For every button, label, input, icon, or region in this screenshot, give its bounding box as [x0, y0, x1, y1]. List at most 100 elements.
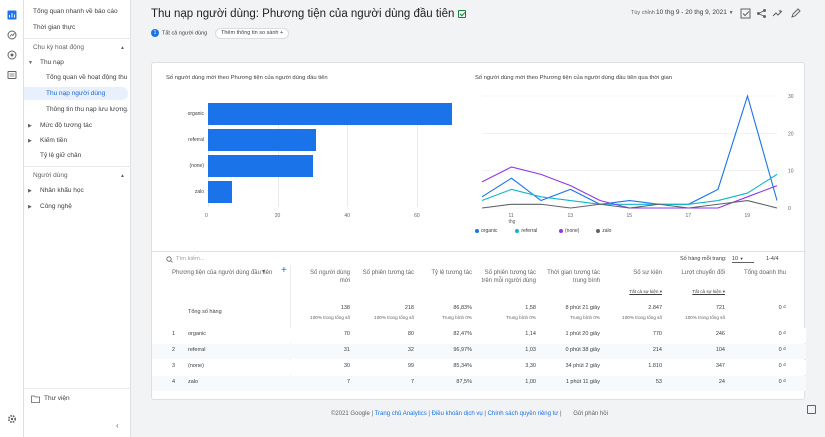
chevron-up-icon[interactable]: ▲	[120, 45, 125, 51]
legend-dot	[559, 228, 563, 233]
explore-icon[interactable]	[7, 30, 17, 40]
cell-value: 770	[652, 331, 662, 337]
total-value: 1,58	[525, 305, 536, 311]
table-row[interactable]	[152, 328, 806, 343]
settings-icon[interactable]	[7, 414, 17, 424]
bar-none[interactable]	[208, 155, 313, 177]
caret-right-icon[interactable]: ▶	[28, 123, 32, 129]
cell-value: 0 phút 38 giây	[565, 347, 600, 353]
nav-library[interactable]: Thư viện	[44, 395, 70, 402]
customize-report-icon[interactable]	[740, 8, 751, 19]
row-dimension-value[interactable]: organic	[188, 331, 207, 337]
comparison-label: Tất cả người dùng	[162, 30, 208, 37]
dimension-column-header[interactable]: Phương tiện của người dùng đầu tiên	[172, 270, 273, 276]
legend-item[interactable]: referral	[515, 228, 537, 234]
footer-link-analytics-home[interactable]: Trang chủ Analytics	[374, 411, 427, 417]
nav-user-acquisition[interactable]: Thu nạp người dùng	[46, 90, 106, 97]
column-event-filter[interactable]: Tất cả sự kiện ▾	[692, 289, 725, 294]
nav-realtime[interactable]: Thời gian thực	[33, 24, 76, 31]
nav-acquisition[interactable]: Thu nạp	[40, 59, 64, 66]
caret-down-icon[interactable]: ▼	[28, 60, 33, 66]
comparison-chip[interactable]: 1 Tất cả người dùng	[151, 29, 207, 37]
cell-value: 1 phút 20 giây	[565, 331, 600, 337]
caret-down-icon[interactable]: ▾	[262, 269, 266, 275]
column-header[interactable]: Tỷ lệ tương tác	[431, 270, 472, 276]
column-event-filter[interactable]: Tất cả sự kiện ▾	[629, 289, 662, 294]
footer-link-privacy[interactable]: Chính sách quyền riêng tư	[487, 411, 559, 417]
footer-link-terms[interactable]: Điều khoản dịch vụ	[431, 411, 483, 417]
caret-right-icon[interactable]: ▶	[28, 204, 32, 210]
add-comparison-button[interactable]: Thêm thông tin so sánh +	[215, 28, 290, 39]
cell-value: 24	[718, 379, 725, 385]
legend-item[interactable]: zalo	[596, 228, 611, 234]
cell-value: 32	[407, 347, 414, 353]
row-dimension-value[interactable]: zalo	[188, 379, 199, 385]
nav-engagement[interactable]: Mức độ tương tác	[40, 122, 92, 129]
column-header[interactable]: Số sự kiện	[633, 270, 662, 276]
nav-section-lifecycle[interactable]: Chu kỳ hoạt động	[33, 44, 84, 51]
add-comparison-label: Thêm thông tin so sánh	[221, 30, 279, 36]
column-header[interactable]: Tổng doanh thu	[743, 270, 786, 276]
line-series-organic[interactable]	[481, 94, 778, 205]
rows-per-page-select[interactable]: 10 ▼	[732, 256, 754, 263]
edit-pencil-icon[interactable]	[790, 8, 801, 19]
nav-acquisition-overview[interactable]: Tổng quan về hoạt động thu...	[46, 74, 128, 81]
row-dimension-value[interactable]: referral	[188, 347, 206, 353]
column-header[interactable]: Lượt chuyển đổi	[681, 270, 725, 276]
send-feedback-link[interactable]: Gửi phản hồi	[573, 411, 608, 417]
table-row[interactable]	[152, 344, 806, 359]
legend-item[interactable]: (none)	[559, 228, 579, 234]
report-navigation: Tổng quan nhanh về báo cáo Thời gian thự…	[24, 0, 131, 437]
line-series-zalo[interactable]	[481, 199, 778, 209]
nav-section-user[interactable]: Người dùng	[33, 172, 68, 179]
caret-right-icon[interactable]: ▶	[28, 138, 32, 144]
main-content: Thu nạp người dùng: Phương tiện của ngườ…	[131, 0, 825, 437]
total-value: 0 ₫	[778, 305, 786, 311]
nav-retention[interactable]: Tỷ lệ giữ chân	[40, 152, 82, 159]
line-y-tick-label: 10	[788, 169, 794, 175]
nav-tech[interactable]: Công nghệ	[40, 203, 72, 210]
bar-organic[interactable]	[208, 103, 452, 125]
line-series-referral[interactable]	[481, 173, 778, 205]
nav-divider	[24, 166, 131, 167]
share-icon[interactable]	[756, 8, 767, 19]
bar-zalo[interactable]	[208, 181, 233, 203]
nav-reports-snapshot[interactable]: Tổng quan nhanh về báo cáo	[33, 8, 118, 15]
column-header[interactable]: Số phiên tương tác trên mỗi người dùng	[481, 270, 536, 284]
table-divider	[152, 251, 806, 252]
table-row[interactable]	[152, 360, 806, 375]
date-range-picker[interactable]: 10 thg 9 - 20 thg 9, 2021 ▼	[656, 9, 734, 16]
table-row[interactable]	[152, 376, 806, 391]
feedback-icon[interactable]	[807, 405, 816, 414]
table-search-input[interactable]: Tìm kiếm...	[176, 256, 205, 262]
caret-right-icon[interactable]: ▶	[28, 188, 32, 194]
insights-icon[interactable]	[772, 8, 783, 19]
add-dimension-plus-icon[interactable]: +	[281, 265, 287, 276]
reports-icon[interactable]	[7, 10, 17, 20]
nav-traffic-acquisition[interactable]: Thông tin thu nạp lưu lượng...	[46, 106, 128, 113]
line-series-none[interactable]	[481, 166, 778, 209]
total-value: 138	[340, 305, 350, 311]
legend-label: referral	[521, 228, 538, 234]
configure-icon[interactable]	[7, 70, 17, 80]
legend-item[interactable]: organic	[475, 228, 497, 234]
nav-monetization[interactable]: Kiếm tiền	[40, 137, 68, 144]
cell-value: 30	[343, 363, 350, 369]
line-y-tick-label: 20	[788, 131, 794, 137]
column-header[interactable]: Thời gian tương tác trung bình	[547, 270, 600, 284]
chevron-up-icon[interactable]: ▲	[120, 173, 125, 179]
report-card: Số người dùng mới theo Phương tiện của n…	[151, 62, 806, 400]
advertising-icon[interactable]	[7, 50, 17, 60]
cell-value: 0 ₫	[778, 379, 786, 385]
row-dimension-value[interactable]: (none)	[188, 363, 204, 369]
nav-demographics[interactable]: Nhân khẩu học	[40, 187, 84, 194]
bar-referral[interactable]	[208, 129, 317, 151]
cell-value: 7	[410, 379, 414, 385]
cell-value: 70	[343, 331, 350, 337]
pagination-label: 1-4/4	[766, 256, 779, 262]
column-header[interactable]: Số phiên tương tác	[362, 270, 414, 276]
collapse-chevron-icon[interactable]: ‹	[116, 421, 119, 430]
bar-category-label: (none)	[189, 163, 204, 169]
nav-selected-highlight	[24, 87, 128, 100]
column-header[interactable]: Số người dùng mới	[310, 270, 350, 284]
